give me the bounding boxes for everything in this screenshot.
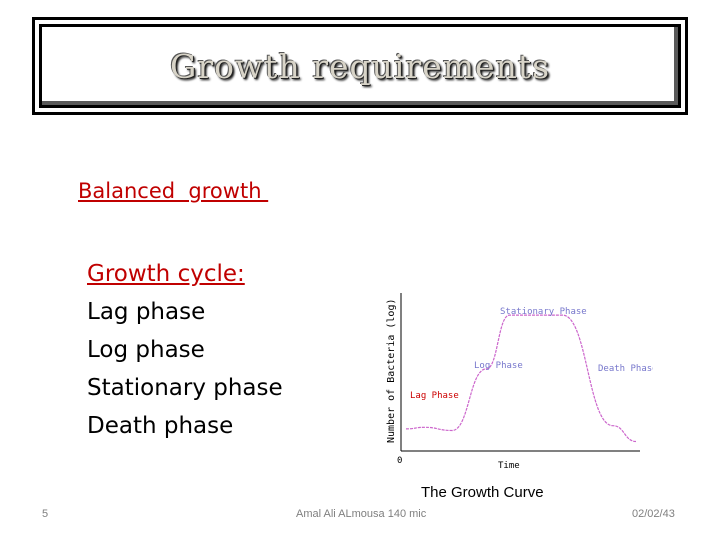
- growth-curve-line: [405, 314, 637, 443]
- annotation-log-phase: Log Phase: [474, 361, 523, 371]
- growth-curve-chart: Number of Bacteria (log) Time 0 Lag Phas…: [386, 293, 653, 471]
- chart-caption: The Growth Curve: [421, 484, 544, 501]
- annotation-death-phase: Death Phase: [598, 364, 653, 374]
- annotation-stationary-phase: Stationary Phase: [500, 307, 587, 317]
- slide-title: Growth requirements: [169, 46, 551, 86]
- growth-cycle-block: Growth cycle: Lag phase Log phase Statio…: [87, 255, 283, 445]
- phase-item-log: Log phase: [87, 337, 205, 363]
- growth-cycle-heading: Growth cycle:: [87, 261, 245, 287]
- phase-item-death: Death phase: [87, 413, 234, 439]
- footer-author: Amal Ali ALmousa 140 mic: [296, 508, 427, 520]
- phase-item-stationary: Stationary phase: [87, 375, 283, 401]
- x-axis-label: Time: [498, 461, 520, 471]
- footer-date: 02/02/43: [632, 508, 675, 520]
- slide-number: 5: [42, 508, 49, 520]
- phase-item-lag: Lag phase: [87, 299, 206, 325]
- title-inner-frame: Growth requirements: [39, 24, 681, 108]
- annotation-lag-phase: Lag Phase: [410, 391, 459, 401]
- balanced-growth-heading: Balanced growth: [78, 179, 269, 203]
- origin-label: 0: [397, 456, 402, 466]
- phase-list: Lag phase Log phase Stationary phase Dea…: [87, 293, 283, 445]
- title-frame: Growth requirements: [32, 17, 688, 115]
- y-axis-label: Number of Bacteria (log): [386, 299, 397, 444]
